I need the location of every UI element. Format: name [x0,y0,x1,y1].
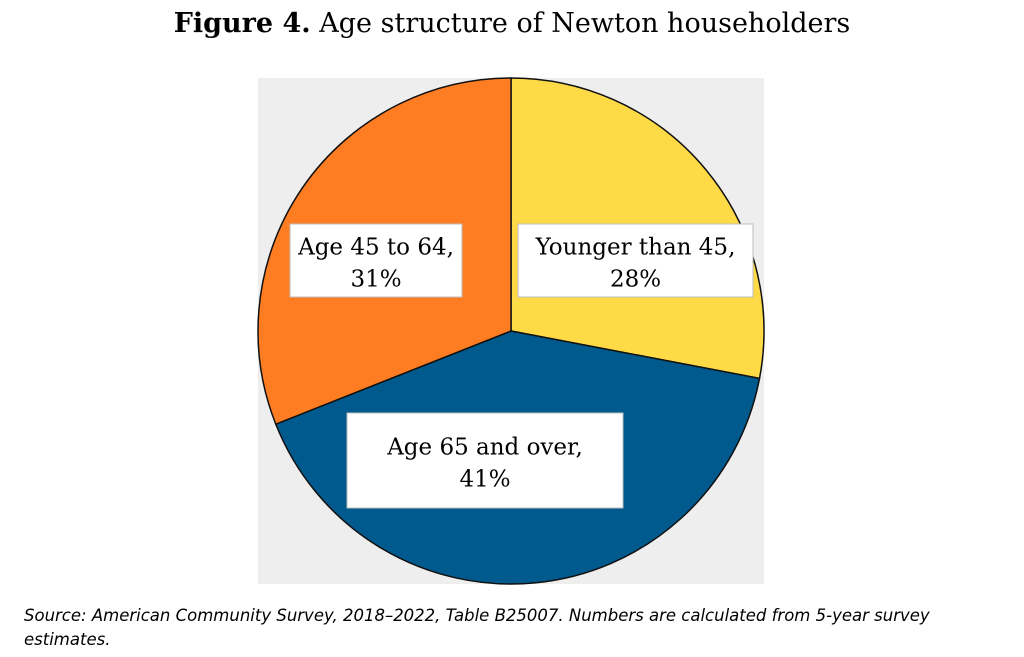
slice-label: Younger than 45, 28% [517,223,754,298]
slice-label-box [517,223,754,298]
slice-label-name: Age 65 and over, [386,435,583,461]
source-note: Source: American Community Survey, 2018–… [24,606,930,649]
slice-label: Age 65 and over, 41% [346,412,624,509]
pie-chart: Younger than 45,28%Age 65 and over,41%Ag… [257,77,765,585]
slice-label-box [346,412,624,509]
slice-label-percent: 28% [610,267,661,293]
slice-label-name: Age 45 to 64, [297,235,454,261]
slice-label-box [289,223,463,298]
figure-number: Figure 4. [173,8,311,39]
slice-label-percent: 31% [350,267,401,293]
slice-label-name: Younger than 45, [535,235,736,261]
chart-title: Figure 4. Age structure of Newton househ… [0,8,1024,39]
labels-layer: Younger than 45,28%Age 65 and over,41%Ag… [289,223,754,509]
slice-label-percent: 41% [459,467,510,493]
figure-caption: Age structure of Newton householders [319,8,851,39]
slice-label: Age 45 to 64, 31% [289,223,463,298]
